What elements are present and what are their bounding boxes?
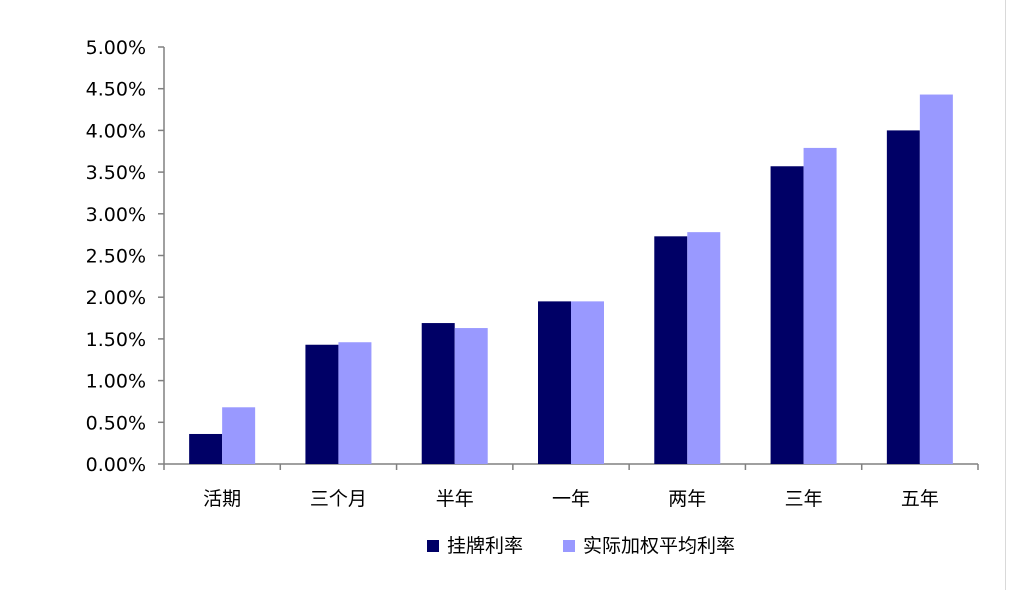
bar-listed-rate [770, 166, 804, 464]
y-tick-label: 1.00% [86, 371, 146, 393]
bar-weighted-avg-rate [803, 147, 837, 464]
x-tick-label: 三个月 [310, 488, 367, 510]
x-tick-label: 三年 [785, 488, 823, 510]
bar-weighted-avg-rate [687, 232, 721, 464]
legend-swatch [563, 540, 575, 552]
bar-listed-rate [886, 130, 920, 464]
x-tick-label: 活期 [203, 488, 241, 510]
axes: 0.00% 0.50% 1.00% 1.50% 2.00% 2.50% 3.00% 3.50%… [86, 37, 979, 510]
legend-label: 挂牌利率 [447, 535, 523, 557]
chart-border [1005, 0, 1006, 590]
y-tick-label: 5.00% [86, 37, 146, 59]
legend-label: 实际加权平均利率 [583, 535, 735, 557]
legend: 挂牌利率 实际加权平均利率 [427, 535, 735, 557]
bar-weighted-avg-rate [454, 328, 488, 464]
y-tick-label: 3.00% [86, 204, 146, 226]
bar-listed-rate [421, 323, 455, 464]
y-tick-label: 2.50% [86, 246, 146, 268]
y-tick-label: 0.50% [86, 412, 146, 434]
x-tick-label: 半年 [436, 488, 474, 510]
bar-listed-rate [305, 344, 339, 464]
y-tick-label: 4.50% [86, 79, 146, 101]
y-tick-label: 1.50% [86, 329, 146, 351]
bar-weighted-avg-rate [919, 94, 953, 465]
bar-weighted-avg-rate [222, 407, 256, 464]
x-tick-label: 一年 [552, 488, 590, 510]
bars-group [189, 94, 953, 465]
legend-swatch [427, 540, 439, 552]
bar-weighted-avg-rate [571, 301, 604, 464]
x-tick-label: 五年 [901, 488, 939, 510]
y-tick-label: 4.00% [86, 120, 146, 142]
bar-weighted-avg-rate [338, 342, 372, 464]
bar-listed-rate [538, 301, 571, 464]
y-tick-label: 0.00% [86, 454, 146, 476]
bar-listed-rate [189, 433, 223, 464]
y-tick-label: 2.00% [86, 287, 146, 309]
x-tick-label: 两年 [668, 488, 706, 510]
y-tick-label: 3.50% [86, 162, 146, 184]
bar-listed-rate [654, 236, 688, 464]
